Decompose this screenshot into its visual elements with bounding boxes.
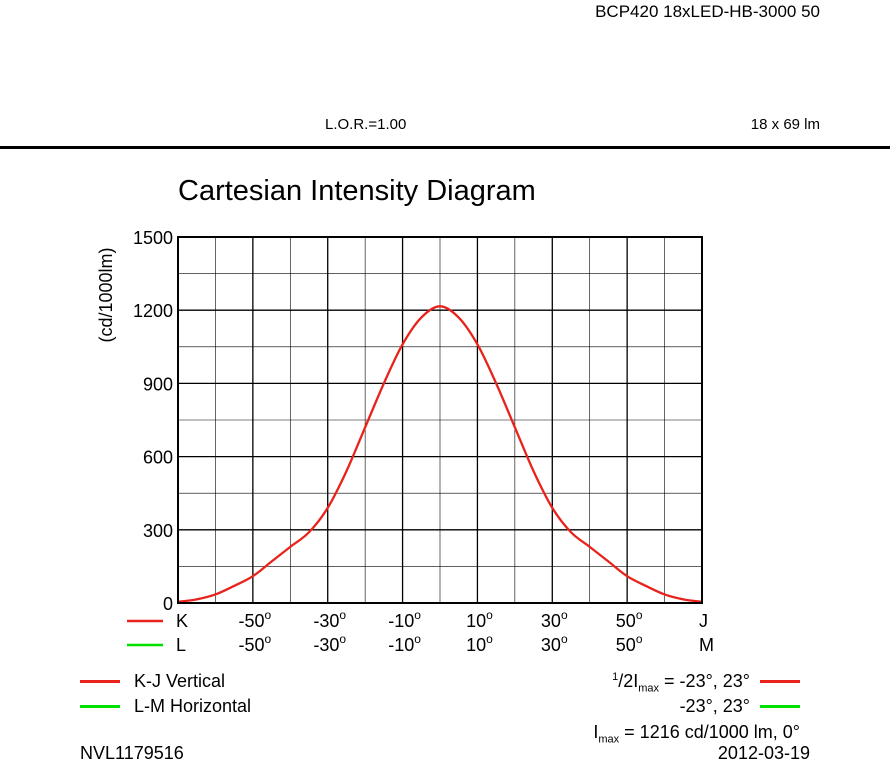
header-rule: [0, 146, 890, 149]
product-name: BCP420 18xLED-HB-3000 50: [595, 2, 820, 21]
x-tick-label: -30o: [313, 632, 346, 655]
drawing-number: NVL1179516: [80, 743, 184, 763]
x-tick-label: 30o: [541, 608, 568, 631]
y-axis-label: (cd/1000lm): [96, 247, 116, 342]
half-main: /2I: [618, 671, 639, 691]
chart-grid: [178, 237, 702, 603]
imax-main: I: [593, 722, 599, 742]
x-tick-label: -10o: [388, 632, 421, 655]
legend-lm-line: [80, 704, 120, 708]
imax-values: = 1216 cd/1000 lm, 0°: [619, 722, 800, 742]
x-tick-label: 50o: [616, 632, 643, 655]
half-lm-values: -23°, 23°: [679, 696, 750, 716]
y-tick-label: 1200: [133, 301, 173, 321]
x-tick-label: -50o: [239, 632, 272, 655]
half-kj-values: = -23°, 23°: [659, 671, 750, 691]
series-line: [177, 305, 703, 603]
half-lm-line: [760, 704, 800, 708]
half-kj-line: [760, 679, 800, 683]
half-intensity-lm: -23°, 23°: [680, 696, 800, 717]
chart-title: Cartesian Intensity Diagram: [178, 175, 536, 207]
x-row-end-label: M: [699, 635, 714, 655]
legend-lm-label: L-M Horizontal: [134, 696, 252, 716]
x-row-start-label: K: [176, 611, 188, 631]
y-tick-label: 0: [163, 594, 173, 614]
x-tick-label: -10o: [388, 608, 421, 631]
legend-lm: L-M Horizontal: [80, 696, 251, 717]
lor-label: L.O.R.=1.00: [325, 116, 407, 133]
y-tick-label: 1500: [133, 228, 173, 248]
x-axis-labels: K -50o -30o -10o 10o 30o 50o J L -50o -30o -10o 10o 3…: [127, 608, 714, 655]
imax-info: Imax = 1216 cd/1000 lm, 0°: [593, 722, 800, 746]
x-tick-label: 10o: [466, 632, 493, 655]
x-row-start-label: L: [176, 635, 186, 655]
y-tick-label: 300: [143, 521, 173, 541]
y-tick-label: 600: [143, 448, 173, 468]
series-layer: [177, 305, 703, 603]
lumens-label: 18 x 69 lm: [750, 116, 820, 133]
legend-kj-label: K-J Vertical: [134, 671, 226, 691]
half-sup: 1: [612, 671, 619, 683]
y-axis-ticks: 0 300 600 900 1200 1500: [133, 228, 173, 614]
drawing-date: 2012-03-19: [717, 743, 810, 763]
x-tick-label: 30o: [541, 632, 568, 655]
y-tick-label: 900: [143, 374, 173, 394]
x-tick-label: 50o: [616, 608, 643, 631]
plot-frame: [177, 236, 703, 604]
legend-kj-line: [80, 679, 120, 683]
x-row-end-label: J: [699, 611, 708, 631]
imax-sub: max: [598, 733, 620, 746]
x-tick-label: -30o: [313, 608, 346, 631]
x-tick-label: -50o: [239, 608, 272, 631]
x-tick-label: 10o: [466, 608, 493, 631]
legend-kj: K-J Vertical: [80, 671, 225, 692]
half-intensity-kj: 1/2Imax = -23°, 23°: [612, 671, 800, 695]
half-sub: max: [638, 682, 660, 695]
